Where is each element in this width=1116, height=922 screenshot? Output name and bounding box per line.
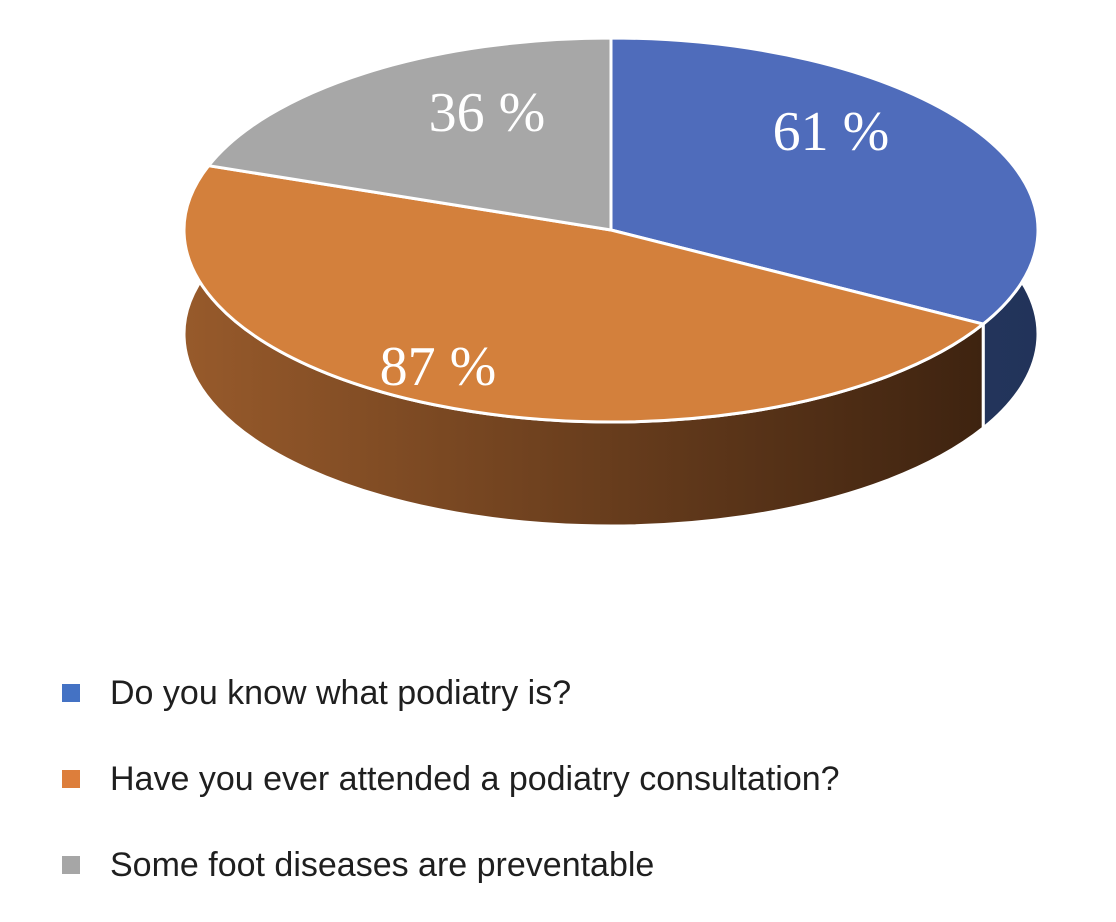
pie-value-label-1: 87 % bbox=[380, 336, 497, 398]
legend-item-0: Do you know what podiatry is? bbox=[62, 672, 840, 714]
pie-slice-0 bbox=[609, 36, 1040, 326]
legend-label-0: Do you know what podiatry is? bbox=[110, 674, 572, 712]
legend-swatch-blue bbox=[62, 684, 80, 702]
pie-slice-1 bbox=[182, 164, 985, 424]
legend-label-1: Have you ever attended a podiatry consul… bbox=[110, 760, 840, 798]
legend-label-2: Some foot diseases are preventable bbox=[110, 846, 655, 884]
legend-item-1: Have you ever attended a podiatry consul… bbox=[62, 758, 840, 800]
legend-swatch-gray bbox=[62, 856, 80, 874]
legend-item-2: Some foot diseases are preventable bbox=[62, 844, 840, 886]
chart-legend: Do you know what podiatry is? Have you e… bbox=[62, 672, 840, 886]
legend-swatch-orange bbox=[62, 770, 80, 788]
pie-value-label-2: 36 % bbox=[429, 82, 546, 144]
pie-chart: 61 % 87 % 36 % bbox=[182, 36, 1040, 528]
pie-slice-2 bbox=[207, 36, 613, 232]
pie-value-label-0: 61 % bbox=[773, 101, 890, 163]
